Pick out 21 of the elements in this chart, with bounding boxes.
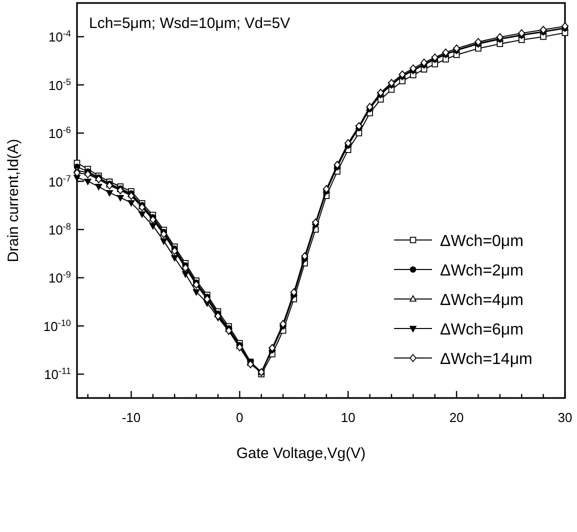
y-tick-label: 10$^{-5}$ xyxy=(48,76,71,93)
y-tick-label: 10$^{-7}$ xyxy=(48,173,71,190)
legend-label: ΔWch=6μm xyxy=(440,322,524,338)
legend-label: ΔWch=4μm xyxy=(440,292,524,309)
legend-label: ΔWch=0μm xyxy=(440,233,524,250)
y-tick-label: 10$^{-6}$ xyxy=(48,125,71,142)
y-tick-label: 10$^{-9}$ xyxy=(48,270,71,286)
legend-label: ΔWch=2μm xyxy=(440,262,524,280)
x-tick-label: 20 xyxy=(449,410,464,425)
y-tick-label: 10$^{-11}$ xyxy=(44,366,71,382)
x-axis-title: Gate Voltage,Vg(V) xyxy=(236,445,366,462)
y-tick-label: 10$^{-4}$ xyxy=(48,28,71,45)
x-tick-label: 30 xyxy=(558,410,572,425)
legend-label: ΔWch=14μm xyxy=(440,351,532,368)
y-tick-label: 10$^{-10}$ xyxy=(43,318,71,334)
x-tick-label: -10 xyxy=(122,410,141,425)
y-tick-label: 10$^{-8}$ xyxy=(48,222,71,238)
x-tick-label: 0 xyxy=(236,410,244,425)
x-tick-label: 10 xyxy=(340,410,356,425)
annotation: Lch=5μm; Wsd=10μm; Vd=5V xyxy=(89,15,290,32)
y-axis-title: Drain current,Id(A) xyxy=(5,138,22,262)
